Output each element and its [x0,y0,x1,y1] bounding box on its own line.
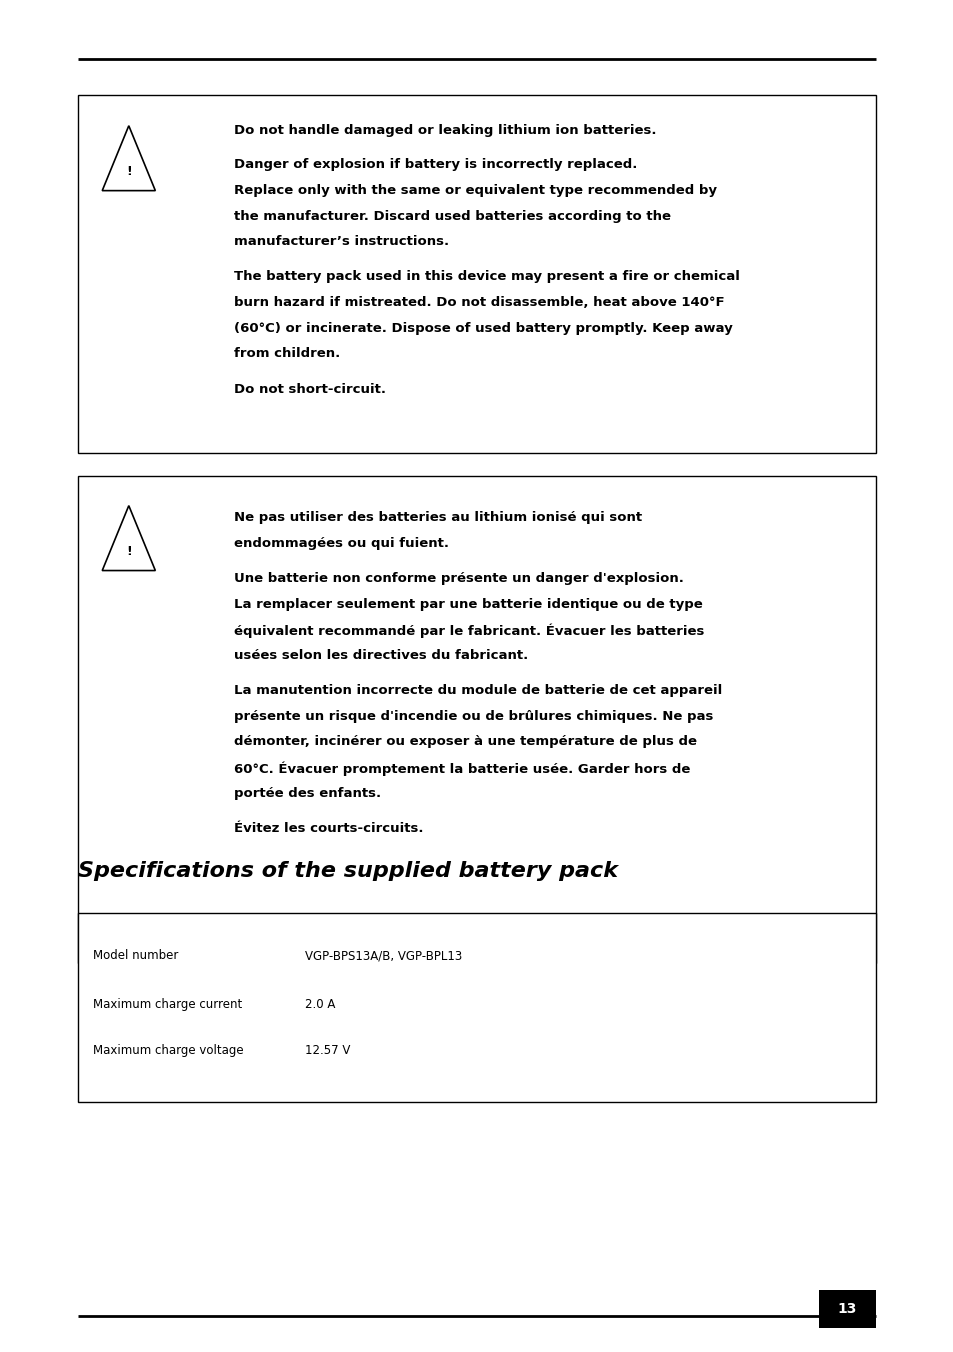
Text: manufacturer’s instructions.: manufacturer’s instructions. [233,235,448,249]
Text: Replace only with the same or equivalent type recommended by: Replace only with the same or equivalent… [233,184,716,197]
FancyBboxPatch shape [78,913,875,1102]
Text: La manutention incorrecte du module de batterie de cet appareil: La manutention incorrecte du module de b… [233,684,721,698]
Text: the manufacturer. Discard used batteries according to the: the manufacturer. Discard used batteries… [233,210,670,223]
Text: Do not handle damaged or leaking lithium ion batteries.: Do not handle damaged or leaking lithium… [233,124,656,138]
Text: Specifications of the supplied battery pack: Specifications of the supplied battery p… [78,861,618,882]
Text: 60°C. Évacuer promptement la batterie usée. Garder hors de: 60°C. Évacuer promptement la batterie us… [233,761,689,776]
Text: Une batterie non conforme présente un danger d'explosion.: Une batterie non conforme présente un da… [233,572,683,585]
Text: VGP-BPS13A/B, VGP-BPL13: VGP-BPS13A/B, VGP-BPL13 [305,949,462,963]
Text: !: ! [126,545,132,557]
Text: présente un risque d'incendie ou de brûlures chimiques. Ne pas: présente un risque d'incendie ou de brûl… [233,710,712,723]
Text: !: ! [126,165,132,177]
Text: Model number: Model number [93,949,178,963]
FancyBboxPatch shape [78,476,875,963]
Text: 13: 13 [837,1302,856,1315]
Text: endommagées ou qui fuient.: endommagées ou qui fuient. [233,537,448,550]
FancyBboxPatch shape [818,1290,875,1328]
Text: 2.0 A: 2.0 A [305,998,335,1011]
Text: Maximum charge current: Maximum charge current [93,998,242,1011]
Text: portée des enfants.: portée des enfants. [233,787,380,800]
Text: Do not short-circuit.: Do not short-circuit. [233,383,385,396]
Text: Ne pas utiliser des batteries au lithium ionisé qui sont: Ne pas utiliser des batteries au lithium… [233,511,641,525]
Text: équivalent recommandé par le fabricant. Évacuer les batteries: équivalent recommandé par le fabricant. … [233,623,703,638]
Text: La remplacer seulement par une batterie identique ou de type: La remplacer seulement par une batterie … [233,598,701,611]
Text: from children.: from children. [233,347,339,361]
Text: (60°C) or incinerate. Dispose of used battery promptly. Keep away: (60°C) or incinerate. Dispose of used ba… [233,322,732,335]
Text: démonter, incinérer ou exposer à une température de plus de: démonter, incinérer ou exposer à une tem… [233,735,696,749]
Text: Danger of explosion if battery is incorrectly replaced.: Danger of explosion if battery is incorr… [233,158,637,172]
Text: 12.57 V: 12.57 V [305,1044,351,1057]
FancyBboxPatch shape [78,95,875,453]
Text: Maximum charge voltage: Maximum charge voltage [93,1044,244,1057]
Text: Évitez les courts-circuits.: Évitez les courts-circuits. [233,822,423,836]
Text: usées selon les directives du fabricant.: usées selon les directives du fabricant. [233,649,527,662]
Text: The battery pack used in this device may present a fire or chemical: The battery pack used in this device may… [233,270,739,284]
Text: burn hazard if mistreated. Do not disassemble, heat above 140°F: burn hazard if mistreated. Do not disass… [233,296,723,310]
